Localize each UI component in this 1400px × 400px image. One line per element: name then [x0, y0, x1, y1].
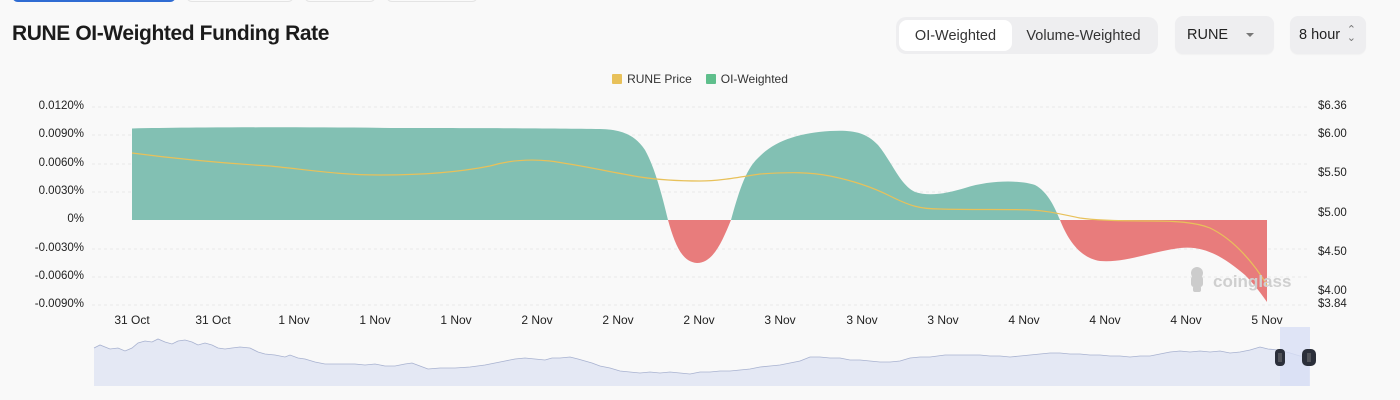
y-axis-right-tick: $3.84 [1318, 298, 1347, 310]
navigator [93, 327, 1316, 386]
y-axis-left-tick: 0.0120% [38, 100, 84, 112]
legend-item-rune-price[interactable]: RUNE Price [612, 72, 692, 86]
y-axis-left-tick: -0.0030% [34, 242, 84, 254]
navigator-area [94, 339, 1309, 386]
y-axis-right-tick: $5.00 [1318, 207, 1347, 219]
x-axis-tick: 3 Nov [846, 313, 878, 327]
legend-swatch-icon [612, 74, 623, 84]
x-axis-tick: 2 Nov [521, 313, 553, 327]
y-axis-left-tick: 0% [67, 213, 84, 225]
navigator-handle-left [1275, 349, 1285, 366]
caret-down-icon [1246, 33, 1254, 37]
navigator-line [93, 338, 1309, 375]
x-axis-tick: 1 Nov [278, 313, 310, 327]
watermark-text: coinglass [1213, 272, 1291, 291]
y-axis-right-tick: $6.00 [1318, 128, 1347, 140]
x-axis-tick: 2 Nov [602, 313, 634, 327]
tab-volume-weighted[interactable]: Volume-Weighted [1026, 27, 1141, 44]
y-axis-right-tick: $6.36 [1318, 100, 1347, 112]
y-axis-left-tick: -0.0060% [34, 270, 84, 282]
x-axis-tick: 3 Nov [764, 313, 796, 327]
legend-label: RUNE Price [627, 72, 692, 86]
y-axis-right-tick: $4.50 [1318, 246, 1347, 258]
y-axis-right-tick: $4.00 [1318, 285, 1347, 297]
x-axis-tick: 1 Nov [359, 313, 391, 327]
coinglass-logo-icon [1191, 267, 1203, 292]
y-axis-left-tick: 0.0030% [38, 185, 84, 197]
x-axis-tick: 1 Nov [440, 313, 472, 327]
x-axis-tick: 31 Oct [195, 313, 231, 327]
x-axis-tick: 3 Nov [927, 313, 959, 327]
y-axis-left-tick: 0.0090% [38, 128, 84, 140]
y-axis-left-tick: -0.0090% [34, 298, 84, 310]
x-axis-tick: 5 Nov [1251, 313, 1283, 327]
coin-select[interactable]: RUNE [1175, 16, 1274, 54]
y-axis-right-tick: $5.50 [1318, 167, 1347, 179]
coin-select-value: RUNE [1187, 27, 1229, 43]
interval-select[interactable]: 8 hour ⌃ ⌄ [1290, 16, 1366, 54]
grid-lines [92, 106, 1310, 306]
x-axis-tick: 4 Nov [1008, 313, 1040, 327]
interval-select-value: 8 hour [1299, 27, 1341, 43]
y-axis-left-tick: 0.0060% [38, 157, 84, 169]
x-axis-tick: 31 Oct [114, 313, 150, 327]
page-title: RUNE OI-Weighted Funding Rate [12, 22, 329, 45]
legend-swatch-icon [705, 74, 716, 84]
rune-price-line [131, 152, 1268, 286]
up-down-chevron-icon: ⌃ ⌄ [1346, 24, 1356, 44]
oi-weighted-negative-area [668, 220, 1267, 302]
chart-legend: RUNE Price OI-Weighted [0, 72, 1400, 86]
legend-item-oi-weighted[interactable]: OI-Weighted [705, 72, 788, 86]
top-tab-strip [12, 0, 478, 2]
x-axis-tick: 2 Nov [683, 313, 715, 327]
x-axis-tick: 4 Nov [1089, 313, 1121, 327]
legend-label: OI-Weighted [720, 72, 788, 86]
oi-weighted-positive-area [132, 127, 1060, 220]
x-axis-tick: 4 Nov [1170, 313, 1202, 327]
navigator-handle-right [1302, 349, 1316, 366]
weighting-toggle: OI-Weighted Volume-Weighted [896, 17, 1158, 54]
tab-oi-weighted[interactable]: OI-Weighted [899, 20, 1012, 51]
